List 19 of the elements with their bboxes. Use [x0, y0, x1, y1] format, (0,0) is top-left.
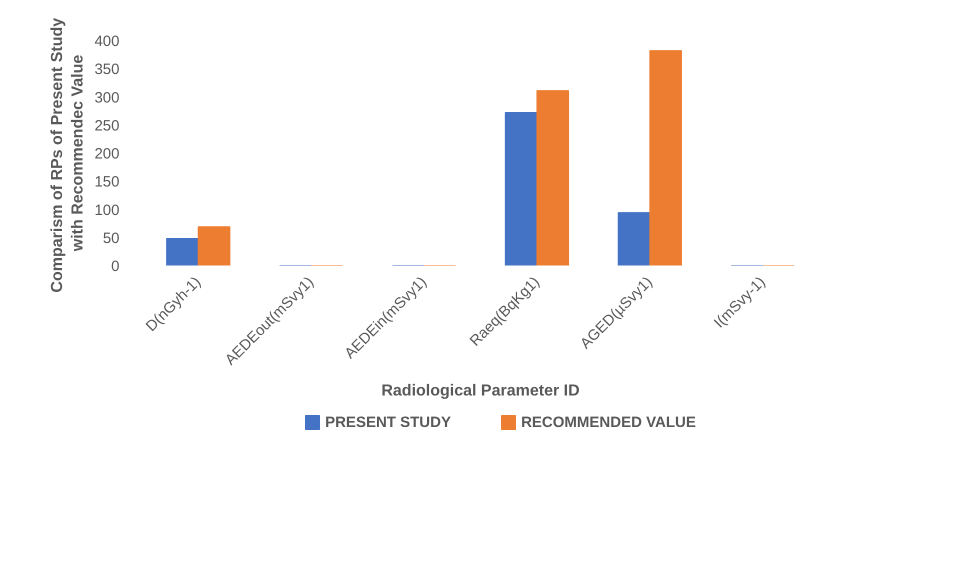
- y-axis-title: Comparism of RPs of Present Study with Recommendec Value: [49, 18, 86, 293]
- legend-label: PRESENT STUDY: [325, 414, 451, 431]
- bar: [198, 226, 230, 266]
- bar: [536, 90, 570, 266]
- y-tick-label: 0: [111, 258, 120, 275]
- y-tick-label: 150: [94, 174, 120, 191]
- legend-label: RECOMMENDED VALUE: [521, 414, 696, 431]
- y-tick-label: 350: [94, 61, 120, 78]
- y-tick-label: 250: [94, 117, 120, 134]
- y-tick-label: 50: [102, 230, 120, 247]
- bar: [618, 212, 650, 266]
- y-tick-label: 100: [94, 202, 120, 219]
- bar: [166, 238, 199, 266]
- y-tick-label: 300: [94, 89, 120, 106]
- y-tick-label: 400: [94, 33, 120, 50]
- y-tick-label: 200: [94, 146, 120, 162]
- bar: [649, 50, 682, 266]
- x-axis-title: Radiological Parameter ID: [381, 382, 580, 400]
- bar: [504, 112, 538, 266]
